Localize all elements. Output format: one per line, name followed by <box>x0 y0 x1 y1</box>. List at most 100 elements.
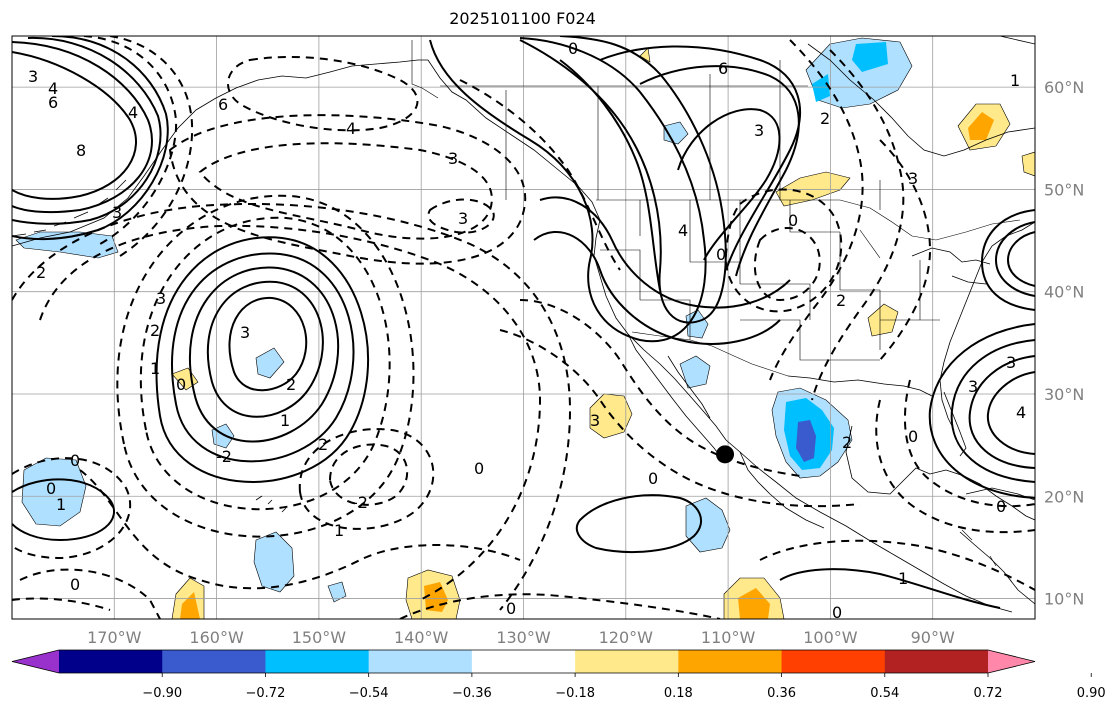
solid-contour <box>12 478 116 542</box>
latitude-tick-label: 10°N <box>1044 590 1084 609</box>
neg-anomaly-region-mid <box>852 42 888 72</box>
solid-contour <box>994 221 1035 297</box>
us-mexico-border <box>631 331 789 377</box>
dashed-contour <box>399 593 721 619</box>
contour-label: 2 <box>150 321 160 340</box>
pos-anomaly-region <box>639 47 651 63</box>
neg-anomaly-region <box>253 531 295 593</box>
colorbar-outline <box>11 649 1036 674</box>
contour-label: 3 <box>908 169 918 188</box>
solid-contour <box>779 568 1001 609</box>
contour-label: 3 <box>1006 353 1016 372</box>
contour-label: 6 <box>218 95 228 114</box>
contour-label: 2 <box>836 291 846 310</box>
map-frame <box>11 35 1036 620</box>
colorbar-segment <box>678 650 783 673</box>
colorbar-tick-label: −0.90 <box>142 686 182 701</box>
solid-contour <box>12 36 162 225</box>
contour-label: 4 <box>1016 403 1026 422</box>
dashed-contour <box>459 79 621 271</box>
dashed-contour <box>198 142 493 240</box>
greenland-edge <box>999 36 1035 45</box>
longitude-tick-label: 140°W <box>394 628 449 647</box>
contour-label: 4 <box>678 221 688 240</box>
dashed-contour <box>328 443 409 506</box>
dashed-contour <box>79 469 521 590</box>
solid-contour <box>12 41 153 214</box>
neg-anomaly-region <box>255 347 285 379</box>
dashed-contour <box>499 329 861 508</box>
longitude-tick-label: 160°W <box>189 628 244 647</box>
map-area: 0 6 3 4 6 8 3 4 3 3 3 1 4 3 2 3 2 1 0 3 … <box>12 36 1035 622</box>
contour-label: 0 <box>788 211 798 230</box>
shaded-field-layer <box>15 37 1035 619</box>
pos-anomaly-region <box>1021 151 1035 177</box>
contour-label: 3 <box>590 411 600 430</box>
colorbar-segment <box>59 650 163 673</box>
contour-label: 1 <box>334 521 344 540</box>
dashed-contour <box>519 299 801 477</box>
longitude-tick-label: 90°W <box>911 628 955 647</box>
contour-label: 3 <box>112 203 122 222</box>
contour-label: 4 <box>48 79 58 98</box>
east-coast <box>939 221 1035 431</box>
solid-contour <box>171 252 355 463</box>
solid-contour <box>12 51 137 200</box>
contour-label: 2 <box>842 433 852 452</box>
colorbar-tick-label: −0.18 <box>555 686 595 701</box>
contour-labels: 0 6 3 4 6 8 3 4 3 3 3 1 4 3 2 3 2 1 0 3 … <box>28 39 1026 622</box>
contour-label: 1 <box>280 411 290 430</box>
contour-label: 2 <box>820 109 830 128</box>
solid-contour <box>228 296 308 392</box>
solid-contour <box>539 196 791 309</box>
contour-label: 0 <box>568 39 578 58</box>
hawaii-islands <box>255 495 287 513</box>
contour-label: 4 <box>128 103 138 122</box>
contour-label: 2 <box>36 263 46 282</box>
canada-provinces <box>440 60 881 210</box>
dashed-contour <box>19 568 161 619</box>
dashed-contour <box>753 226 821 302</box>
solid-contour <box>155 236 370 483</box>
contour-label: 0 <box>176 375 186 394</box>
contour-label: 3 <box>28 67 38 86</box>
us-state-lines <box>600 200 940 361</box>
dashed-contour <box>139 216 391 511</box>
contour-label: 6 <box>718 59 728 78</box>
contour-label: 0 <box>46 479 56 498</box>
dashed-contour <box>12 457 132 560</box>
contour-label: 3 <box>156 289 166 308</box>
colorbar-segment <box>265 650 370 673</box>
colorbar-segment <box>884 650 989 673</box>
alaska-canada-border <box>411 40 439 99</box>
longitude-tick-label: 130°W <box>496 628 551 647</box>
solid-contour <box>533 230 781 345</box>
contour-label: 2 <box>318 435 328 454</box>
dashed-contour <box>12 597 111 611</box>
contour-label: 0 <box>832 603 842 622</box>
pos-anomaly-region-mid <box>738 588 770 619</box>
latitude-labels: 10°N 20°N 30°N 40°N 50°N 60°N <box>1044 78 1084 608</box>
hudson-bay-area <box>807 43 1035 157</box>
dashed-contour <box>904 379 1035 508</box>
dashed-contour <box>83 36 178 245</box>
contour-label: 0 <box>506 599 516 618</box>
solid-contour <box>950 339 1035 483</box>
longitude-tick-label: 170°W <box>87 628 142 647</box>
neg-anomaly-region <box>663 121 689 145</box>
neg-anomaly-region <box>327 581 347 603</box>
latitude-tick-label: 40°N <box>1044 283 1084 302</box>
dashed-contour <box>811 49 905 401</box>
contour-label: -2 <box>216 447 232 466</box>
colorbar-segment <box>368 650 473 673</box>
dashed-contour <box>875 399 1035 534</box>
solid-contour <box>968 355 1035 469</box>
colorbar-segment <box>162 650 266 673</box>
pos-anomaly-region <box>775 171 851 207</box>
dashed-contour <box>109 36 194 257</box>
dashed-contour <box>724 188 843 313</box>
dashed-contour <box>168 114 527 265</box>
longitude-tick-label: 100°W <box>803 628 858 647</box>
dashed-contour <box>227 55 419 132</box>
political-borders <box>411 40 1021 583</box>
